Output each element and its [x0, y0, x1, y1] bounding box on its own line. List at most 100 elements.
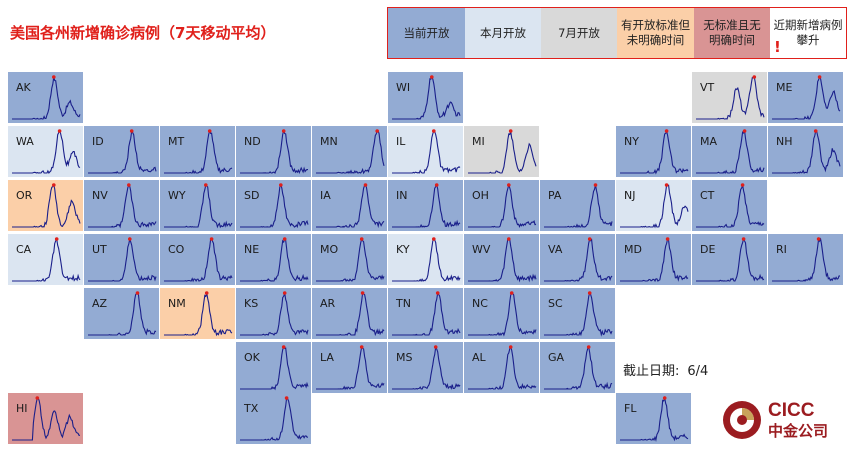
peak-marker-ky — [432, 237, 436, 241]
state-label: SD — [244, 189, 260, 202]
state-sparkline-chart — [12, 129, 81, 175]
state-tile-in: IN — [388, 180, 463, 231]
peak-marker-ny — [664, 129, 669, 133]
state-label: IN — [396, 189, 408, 202]
state-sparkline-chart — [696, 129, 765, 175]
legend-label: 7月开放 — [558, 25, 600, 40]
series-line-wy — [164, 183, 233, 229]
series-line-de — [696, 237, 765, 282]
state-label: NY — [624, 135, 639, 148]
state-tile-ne: NE — [236, 234, 311, 285]
peak-marker-az — [135, 291, 140, 295]
series-line-ri — [772, 237, 841, 282]
series-line-nd — [240, 129, 308, 175]
state-tile-az: AZ — [84, 288, 159, 339]
series-line-wa — [12, 129, 81, 175]
state-sparkline-chart — [544, 291, 613, 337]
series-line-sc — [544, 291, 613, 337]
state-label: WI — [396, 81, 411, 94]
state-sparkline-chart — [392, 291, 461, 336]
state-label: WA — [16, 135, 34, 148]
state-sparkline-chart — [392, 129, 461, 174]
warning-mark-icon: ! — [774, 38, 781, 56]
state-label: MO — [320, 243, 339, 256]
chart-title: 美国各州新增确诊病例（7天移动平均） — [10, 24, 276, 42]
legend-red: 无标准且无明确时间 — [694, 8, 770, 58]
state-label: NM — [168, 297, 186, 310]
peak-marker-fl — [662, 396, 667, 400]
state-tile-ny: NY — [616, 126, 691, 177]
state-tile-hi: HI — [8, 393, 83, 444]
state-label: RI — [776, 243, 787, 256]
state-label: TX — [244, 402, 259, 415]
legend-warn: 近期新增病例攀升 — [770, 8, 846, 58]
series-line-ia — [316, 184, 385, 229]
legend-label: 本月开放 — [480, 25, 526, 40]
state-label: NV — [92, 189, 108, 202]
legend-orange: 有开放标准但未明确时间 — [617, 8, 694, 58]
state-tile-wa: WA — [8, 126, 83, 177]
series-line-nh — [772, 130, 841, 174]
peak-marker-ca — [54, 237, 59, 241]
series-line-mo — [316, 237, 385, 282]
state-tile-mn: MN — [312, 126, 387, 177]
series-line-ks — [240, 292, 309, 336]
peak-marker-nd — [281, 129, 286, 133]
state-sparkline-chart — [392, 75, 461, 120]
peak-marker-pa — [593, 183, 598, 187]
state-label: AL — [472, 351, 486, 364]
peak-marker-hi — [35, 396, 40, 400]
state-sparkline-chart — [88, 183, 157, 229]
series-line-ar — [316, 291, 385, 337]
peak-marker-wv — [507, 237, 511, 241]
state-sparkline-chart — [12, 75, 81, 120]
state-tile-nj: NJ — [616, 180, 691, 231]
legend-label: 无标准且无明确时间 — [703, 18, 761, 47]
state-sparkline-chart — [12, 396, 80, 441]
state-label: VA — [548, 243, 563, 256]
series-line-nc — [468, 292, 537, 337]
state-sparkline-chart — [696, 237, 765, 282]
peak-marker-me — [817, 75, 822, 79]
legend-label: 有开放标准但未明确时间 — [621, 18, 690, 47]
state-label: TN — [396, 297, 411, 310]
state-label: DE — [700, 243, 716, 256]
state-sparkline-chart — [544, 237, 613, 282]
peak-marker-sc — [587, 291, 592, 295]
state-label: MD — [624, 243, 642, 256]
peak-marker-or — [52, 183, 56, 187]
state-tile-nh: NH — [768, 126, 843, 177]
state-sparkline-chart — [468, 237, 537, 283]
state-sparkline-chart — [392, 183, 461, 228]
series-line-wi — [392, 75, 461, 120]
state-tile-ar: AR — [312, 288, 387, 339]
state-tile-sd: SD — [236, 180, 311, 231]
state-tile-vt: VT — [692, 72, 767, 123]
state-label: AR — [320, 297, 336, 310]
state-sparkline-chart — [164, 129, 233, 175]
legend-july: 7月开放 — [541, 8, 617, 58]
peak-marker-ga — [586, 345, 591, 349]
series-line-il — [392, 130, 461, 174]
state-sparkline-chart — [316, 237, 385, 282]
peak-marker-de — [741, 237, 746, 241]
series-line-ct — [696, 184, 765, 228]
series-line-md — [620, 237, 689, 283]
state-tile-ca: CA — [8, 234, 83, 285]
series-line-co — [164, 238, 233, 283]
peak-marker-nm — [204, 291, 209, 295]
peak-marker-in — [434, 183, 439, 187]
state-sparkline-chart — [164, 237, 233, 283]
state-label: VT — [700, 81, 715, 94]
state-label: CA — [16, 243, 32, 256]
peak-marker-ok — [281, 345, 286, 349]
peak-marker-il — [432, 129, 436, 133]
state-tile-ma: MA — [692, 126, 767, 177]
peak-marker-wy — [204, 183, 208, 187]
cicc-logo-icon — [723, 401, 761, 439]
state-label: AZ — [92, 297, 108, 310]
state-label: NE — [244, 243, 260, 256]
state-sparkline-chart — [240, 291, 309, 336]
state-sparkline-chart — [240, 129, 308, 175]
peak-marker-co — [209, 237, 214, 241]
